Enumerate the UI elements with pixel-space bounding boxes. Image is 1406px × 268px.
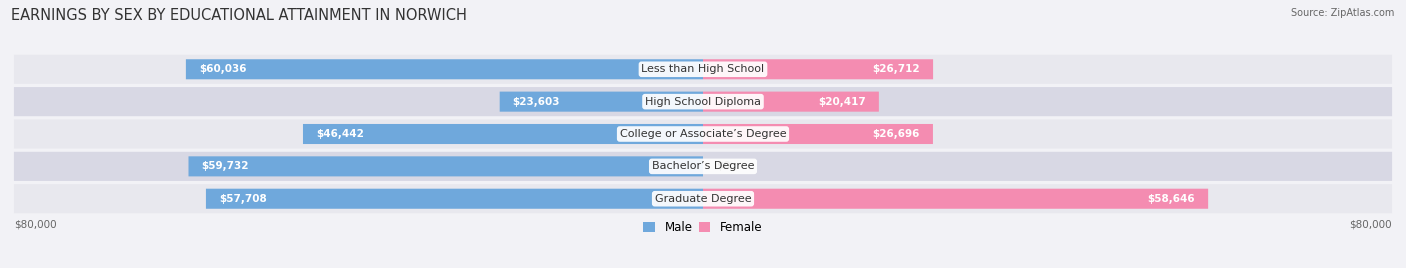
Text: $20,417: $20,417 bbox=[818, 97, 866, 107]
Text: $60,036: $60,036 bbox=[198, 64, 246, 74]
FancyBboxPatch shape bbox=[499, 92, 703, 112]
FancyBboxPatch shape bbox=[14, 120, 1392, 148]
FancyBboxPatch shape bbox=[703, 189, 1208, 209]
FancyBboxPatch shape bbox=[14, 152, 1392, 181]
Text: Graduate Degree: Graduate Degree bbox=[655, 194, 751, 204]
Text: EARNINGS BY SEX BY EDUCATIONAL ATTAINMENT IN NORWICH: EARNINGS BY SEX BY EDUCATIONAL ATTAINMEN… bbox=[11, 8, 467, 23]
Text: Bachelor’s Degree: Bachelor’s Degree bbox=[652, 161, 754, 171]
FancyBboxPatch shape bbox=[302, 124, 703, 144]
Text: $58,646: $58,646 bbox=[1147, 194, 1195, 204]
Text: High School Diploma: High School Diploma bbox=[645, 97, 761, 107]
FancyBboxPatch shape bbox=[14, 184, 1392, 213]
FancyBboxPatch shape bbox=[14, 87, 1392, 116]
Text: Less than High School: Less than High School bbox=[641, 64, 765, 74]
FancyBboxPatch shape bbox=[205, 189, 703, 209]
FancyBboxPatch shape bbox=[703, 92, 879, 112]
Text: $80,000: $80,000 bbox=[1350, 219, 1392, 229]
Text: $57,708: $57,708 bbox=[219, 194, 267, 204]
FancyBboxPatch shape bbox=[188, 156, 703, 176]
Text: $23,603: $23,603 bbox=[513, 97, 560, 107]
Text: $59,732: $59,732 bbox=[201, 161, 249, 171]
FancyBboxPatch shape bbox=[703, 59, 934, 79]
Text: College or Associate’s Degree: College or Associate’s Degree bbox=[620, 129, 786, 139]
Text: $80,000: $80,000 bbox=[14, 219, 56, 229]
FancyBboxPatch shape bbox=[186, 59, 703, 79]
Text: $0: $0 bbox=[716, 161, 731, 171]
FancyBboxPatch shape bbox=[703, 124, 934, 144]
Text: $46,442: $46,442 bbox=[316, 129, 364, 139]
Text: Source: ZipAtlas.com: Source: ZipAtlas.com bbox=[1291, 8, 1395, 18]
FancyBboxPatch shape bbox=[14, 55, 1392, 84]
Legend: Male, Female: Male, Female bbox=[644, 221, 762, 234]
Text: $26,696: $26,696 bbox=[873, 129, 920, 139]
Text: $26,712: $26,712 bbox=[873, 64, 920, 74]
